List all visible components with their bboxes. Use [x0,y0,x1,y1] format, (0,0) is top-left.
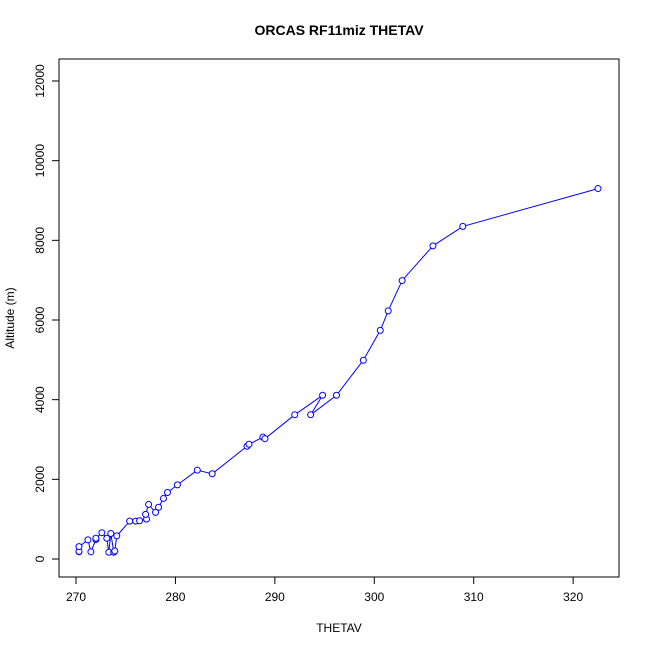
data-point [333,391,341,399]
data-point [193,466,201,474]
data-point [107,530,115,538]
y-axis-label: Altitude (m) [3,287,17,348]
data-point [113,532,121,540]
y-tick-label: 12000 [33,64,47,98]
data-point [136,517,144,525]
x-tick-label: 280 [165,590,185,604]
y-axis: 0 2000 4000 6000 8000 10000 12000 [33,64,60,562]
series-thetav [75,185,602,556]
data-point [159,494,167,502]
data-point [459,222,467,230]
y-tick-label: 4000 [33,386,47,413]
data-point [92,534,100,542]
data-point [173,481,181,489]
data-point [291,411,299,419]
series-line [78,188,599,554]
data-point [152,508,160,516]
data-point [103,534,111,542]
data-point [429,242,437,250]
data-point [75,543,83,551]
y-tick-label: 8000 [33,227,47,254]
data-point [142,510,150,518]
x-axis-label: THETAV [316,621,362,635]
data-point [594,185,602,193]
data-point [84,536,92,544]
x-tick-label: 300 [364,590,384,604]
chart-title: ORCAS RF11miz THETAV [254,22,424,38]
data-point [398,277,406,285]
data-point [87,548,95,556]
data-point [319,391,327,399]
data-point [111,547,119,555]
x-tick-label: 320 [563,590,583,604]
data-point [376,326,384,334]
x-axis: 270 280 290 300 310 320 [66,576,583,604]
data-point [261,435,269,443]
y-tick-label: 10000 [33,144,47,178]
data-point [359,356,367,364]
data-point [384,307,392,315]
data-point [208,470,216,478]
data-point [155,503,163,511]
y-tick-label: 2000 [33,466,47,493]
data-point [245,440,253,448]
data-point [307,411,315,419]
data-point [126,517,134,525]
x-tick-label: 290 [265,590,285,604]
x-tick-label: 270 [66,590,86,604]
y-tick-label: 0 [33,555,47,562]
x-tick-label: 310 [464,590,484,604]
y-tick-label: 6000 [33,306,47,333]
data-point [145,500,153,508]
data-point [98,529,106,537]
data-point [163,488,171,496]
plot-frame [58,58,620,578]
